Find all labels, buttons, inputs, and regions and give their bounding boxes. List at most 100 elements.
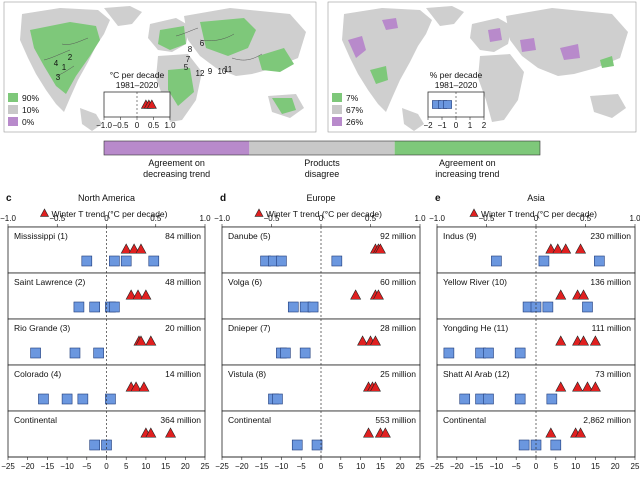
row-population: 60 million [380,277,416,287]
temp-trend-triangle [555,381,567,392]
bottom-axis-tick-label: 20 [396,462,405,471]
panel-title: North America [78,193,135,203]
precip-trend-square [120,255,132,267]
temp-trend-triangle [128,243,140,254]
legend-swatch [8,93,18,102]
bottom-axis-tick-label: 20 [181,462,190,471]
map-region-label: 1 [62,63,67,72]
legend-swatch [8,117,18,126]
top-axis-tick-label: −1.0 [214,214,230,223]
legend-swatch [332,117,342,126]
row-label: Indus (9) [443,231,477,241]
top-axis-tick-label: −0.5 [479,214,495,223]
panel-c: c North America −1.0 −0.5 0 0.5 1.0 Winter T tr… [0,193,211,471]
precip-trend-square [550,439,562,451]
top-axis-tick-label: −1.0 [429,214,445,223]
row-label: Saint Lawrence (2) [14,277,86,287]
precip-trend-square [291,439,303,451]
map-region-label: 4 [54,59,59,68]
inset-tick-label: 0 [135,121,140,130]
map-region-label: 7 [186,55,191,64]
precip-trend-square [594,255,605,267]
inset-title: % per decade 1981–2020 [430,70,483,90]
bottom-axis-tick-label: −10 [275,462,289,471]
temp-trend-triangle [581,381,593,392]
row-population: 364 million [160,415,201,425]
bottom-axis-tick-label: 5 [339,462,344,471]
precip-trend-square [443,347,455,359]
row-label: Yellow River (10) [443,277,507,287]
bottom-axis-tick-label: −15 [470,462,484,471]
temp-trend-triangle [545,243,557,254]
temp-trend-triangle [589,335,601,346]
row-label: Continental [228,415,271,425]
precip-trend-square [518,439,530,451]
precip-trend-square [280,347,291,359]
precip-trend-square [542,301,554,313]
map-region-label: 3 [56,73,61,82]
bottom-axis-tick-label: −10 [490,462,504,471]
precip-trend-square [81,255,93,267]
bottom-axis-tick-label: −20 [21,462,35,471]
precip-trend-square [69,347,81,359]
bottom-axis-tick-label: 10 [571,462,580,471]
bottom-axis-tick-label: −15 [255,462,269,471]
top-axis-tick-label: 1.0 [199,214,211,223]
colorbar-frame [103,140,541,156]
legend-label: 0% [22,117,35,127]
bottom-axis-tick-label: 5 [554,462,559,471]
precip-trend-square [311,439,323,451]
panel-letter: e [435,193,441,204]
row-population: 230 million [590,231,631,241]
temp-trend-triangle [379,427,391,438]
temp-trend-triangle [145,427,157,438]
row-population: 84 million [165,231,201,241]
bottom-axis-tick-label: −5 [297,462,307,471]
precip-trend-square [299,347,311,359]
temp-trend-triangle [560,243,572,254]
bottom-axis-tick-label: −10 [60,462,74,471]
map-region-label: 6 [200,39,205,48]
map-region-label: 11 [224,65,233,74]
panel-e: e Asia −1.0 −0.5 0 0.5 1.0 Winter T trend (°C p… [429,193,640,471]
top-axis-tick-label: −0.5 [49,214,65,223]
legend-text: Winter T trend (°C per decade) [481,209,597,219]
temp-trend-triangle [578,335,590,346]
colorbar-segment [104,141,250,155]
precip-trend-square [105,393,116,405]
precip-trend-square [276,255,287,267]
precip-trend-square [459,393,471,405]
temp-trend-triangle [120,243,132,254]
map-region-label: 8 [188,45,193,54]
row-box [221,318,421,366]
row-population: 553 million [375,415,416,425]
inset-tick-label: 0.5 [148,121,160,130]
row-label: Continental [14,415,57,425]
legend-label: 90% [22,93,39,103]
row-box [7,226,206,274]
precip-trend-square [77,393,89,405]
temp-trend-triangle [350,289,362,300]
colorbar-label: Agreement on increasing trend [435,158,499,179]
precip-trend-square [491,255,502,267]
temp-trend-triangle [145,335,157,346]
panel-title: Europe [306,193,335,203]
top-axis-tick-label: 0 [534,214,539,223]
map-region-label: 12 [196,69,205,78]
legend-text: Winter T trend (°C per decade) [52,209,168,219]
panel-title: Asia [527,193,545,203]
precip-trend-square [89,439,100,451]
precip-trend-square [546,393,558,405]
temp-trend-triangle [369,381,381,392]
precip-trend-square [89,301,100,313]
precip-trend-square [582,301,593,313]
bottom-axis-tick-label: 25 [416,462,425,471]
temp-trend-triangle [140,289,152,300]
legend-swatch [332,93,342,102]
colorbar-label: Agreement on decreasing trend [143,158,210,179]
row-population: 2,862 million [583,415,631,425]
top-axis-tick-label: 0.5 [365,214,377,223]
row-label: Dnieper (7) [228,323,271,333]
colorbar-segment [394,141,540,155]
